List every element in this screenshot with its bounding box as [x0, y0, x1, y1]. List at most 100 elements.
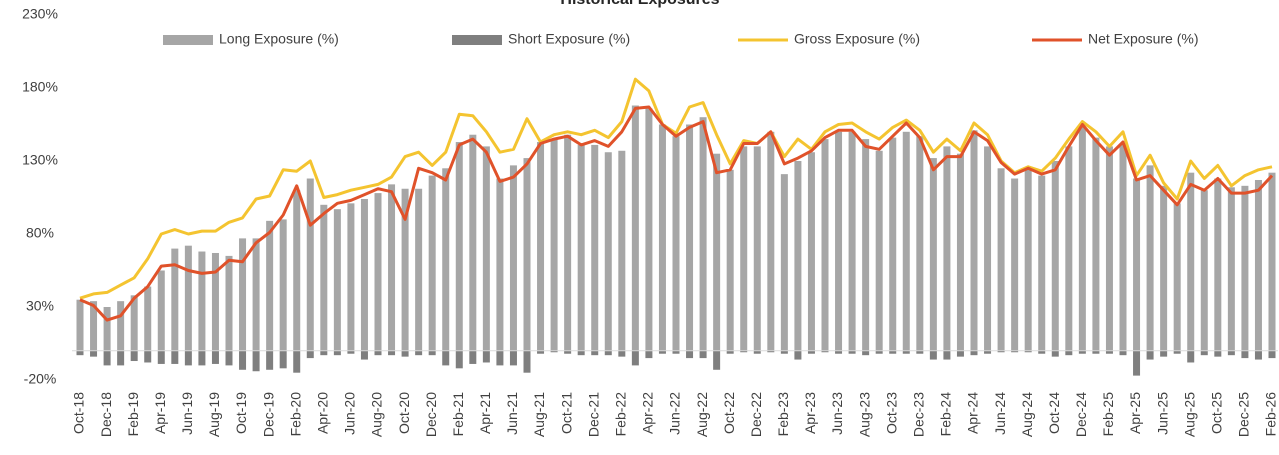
x-tick-label: Dec-22 — [748, 392, 764, 437]
bar — [1200, 190, 1208, 351]
bar — [943, 350, 951, 360]
x-tick-label: Apr-20 — [315, 392, 331, 434]
x-tick-label: Jun-21 — [504, 392, 520, 435]
bar — [1119, 350, 1127, 356]
bar — [374, 193, 382, 351]
bar — [157, 350, 165, 364]
bar — [90, 301, 98, 351]
bar — [76, 299, 84, 351]
x-tick-label: Aug-25 — [1181, 392, 1197, 437]
bar — [293, 350, 301, 373]
bar — [753, 146, 761, 351]
bar — [1133, 178, 1141, 351]
bar — [157, 270, 165, 351]
bar — [753, 350, 761, 354]
x-tick-label: Dec-20 — [423, 392, 439, 437]
bar — [1173, 350, 1181, 354]
bar — [252, 238, 260, 351]
y-tick-label: -20% — [24, 371, 57, 387]
x-tick-label: Oct-18 — [71, 392, 87, 434]
y-tick-label: 230% — [22, 6, 58, 22]
bar — [1133, 350, 1141, 376]
bar — [1160, 350, 1168, 357]
bar — [401, 188, 409, 351]
bar — [537, 142, 545, 351]
x-tick-label: Oct-23 — [883, 392, 899, 434]
bar — [1146, 350, 1154, 360]
bar — [1214, 178, 1222, 351]
bar — [902, 131, 910, 351]
bar — [604, 152, 612, 351]
bar — [496, 178, 504, 351]
bar — [1241, 350, 1249, 359]
bar — [604, 350, 612, 356]
x-tick-label: Jun-25 — [1154, 392, 1170, 435]
bar — [171, 350, 179, 364]
y-tick-label: 180% — [22, 79, 58, 95]
bar — [1160, 185, 1168, 351]
bar — [239, 350, 247, 370]
bar — [686, 124, 694, 351]
x-tick-label: Dec-24 — [1073, 392, 1089, 437]
x-tick-label: Dec-21 — [585, 392, 601, 437]
bar — [591, 144, 599, 351]
bar — [889, 350, 897, 354]
bar — [1173, 203, 1181, 351]
bar — [1105, 350, 1113, 354]
bar — [509, 165, 517, 351]
bar — [658, 350, 666, 354]
bar — [482, 350, 490, 363]
bar — [645, 350, 653, 359]
bar — [672, 350, 680, 354]
bar — [1092, 350, 1100, 354]
bar — [997, 168, 1005, 351]
x-tick-label: Feb-26 — [1263, 392, 1279, 437]
bar — [184, 350, 192, 366]
bar — [713, 153, 721, 351]
bar — [672, 136, 680, 351]
bar — [550, 350, 558, 353]
x-tick-label: Apr-21 — [477, 392, 493, 434]
bar — [76, 350, 84, 356]
bar — [658, 124, 666, 351]
bar — [726, 350, 734, 354]
bar — [537, 350, 545, 354]
bar — [916, 136, 924, 351]
bar — [970, 350, 978, 356]
bar — [401, 350, 409, 357]
legend-swatch — [163, 35, 213, 45]
x-tick-label: Jun-23 — [829, 392, 845, 435]
bar — [415, 188, 423, 351]
x-tick-label: Jun-19 — [179, 392, 195, 435]
bar — [442, 168, 450, 351]
bar — [211, 350, 219, 364]
bar — [848, 131, 856, 351]
x-tick-label: Aug-23 — [856, 392, 872, 437]
bar — [984, 350, 992, 354]
x-tick-label: Dec-25 — [1236, 392, 1252, 437]
bar — [1187, 350, 1195, 363]
bar — [509, 350, 517, 366]
x-tick-label: Aug-20 — [369, 392, 385, 437]
bar — [333, 209, 341, 351]
bar — [455, 142, 463, 351]
bar — [875, 150, 883, 351]
x-tick-label: Apr-23 — [802, 392, 818, 434]
bar — [943, 146, 951, 351]
x-tick-label: Dec-23 — [911, 392, 927, 437]
bar — [848, 350, 856, 354]
bar — [374, 350, 382, 356]
bar — [523, 350, 531, 373]
x-tick-label: Jun-24 — [992, 392, 1008, 435]
bar — [1024, 169, 1032, 351]
bar — [794, 161, 802, 351]
bar — [1119, 143, 1127, 351]
x-tick-label: Aug-24 — [1019, 392, 1035, 437]
bar — [807, 350, 815, 354]
bar — [862, 350, 870, 356]
bar — [279, 350, 287, 369]
bar — [916, 350, 924, 354]
x-tick-label: Aug-22 — [694, 392, 710, 437]
bar — [956, 350, 964, 357]
bar — [442, 350, 450, 366]
